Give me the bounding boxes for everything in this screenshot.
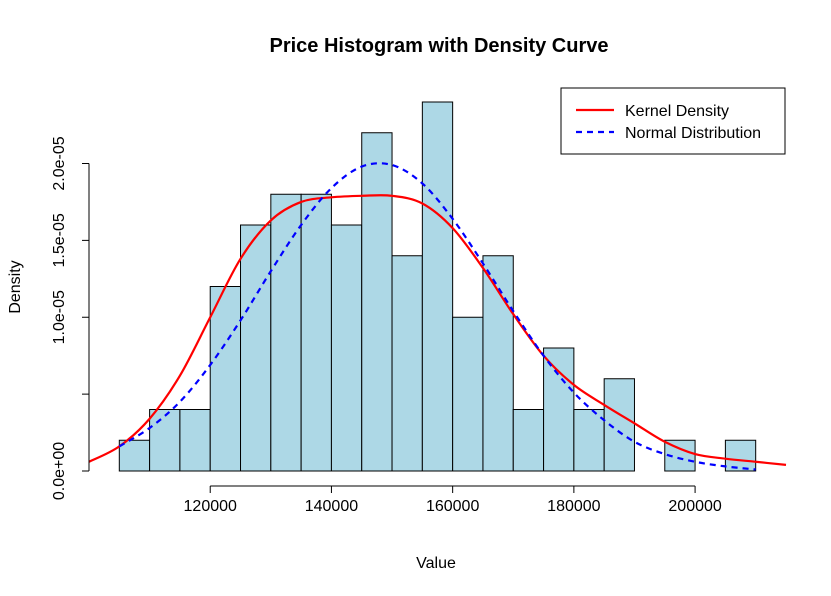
y-tick-label: 1.5e-05	[51, 213, 68, 267]
histogram-bar-2	[149, 409, 181, 472]
series-line-kernel-density	[88, 194, 787, 466]
histogram-bar-5	[240, 224, 272, 472]
x-axis-label: Value	[416, 555, 456, 572]
histogram-bar-13	[482, 255, 514, 472]
histogram-bar-7	[300, 193, 332, 472]
histogram-bars	[118, 101, 757, 472]
series-line-normal-distribution	[118, 162, 756, 471]
legend: Kernel Density Normal Distribution	[560, 87, 786, 155]
y-tick-label: 1.0e-05	[51, 290, 68, 344]
x-tick-label: 140000	[305, 498, 358, 515]
histogram-bar-11	[421, 101, 454, 472]
y-tick-label: 2.0e-05	[51, 136, 68, 190]
y-axis: 0.0e+00 1.0e-05 1.5e-05 2.0e-05	[51, 136, 90, 500]
y-axis-label: Density	[7, 260, 24, 313]
histogram-bar-8	[330, 224, 363, 472]
legend-box	[560, 87, 786, 155]
histogram-bar-6	[270, 193, 302, 472]
x-tick-label: 200000	[668, 498, 721, 515]
histogram-bar-14	[512, 409, 545, 472]
chart-title: Price Histogram with Density Curve	[270, 35, 609, 57]
legend-label-normal-distribution: Normal Distribution	[625, 125, 761, 142]
density-curves	[88, 162, 787, 471]
x-tick-label: 180000	[547, 498, 600, 515]
histogram-bar-9	[361, 132, 393, 472]
histogram-bar-15	[543, 347, 575, 472]
legend-label-kernel-density: Kernel Density	[625, 103, 729, 120]
x-tick-label: 120000	[184, 498, 237, 515]
histogram-bar-1	[118, 439, 151, 472]
histogram-bar-12	[452, 316, 484, 472]
histogram-bar-4	[209, 286, 242, 472]
histogram-bar-3	[179, 409, 211, 472]
x-tick-label: 160000	[426, 498, 479, 515]
x-axis: 120000 140000 160000 180000 200000	[184, 485, 722, 515]
histogram-bar-21	[724, 439, 757, 472]
y-tick-label: 0.0e+00	[51, 442, 68, 500]
histogram-bar-16	[573, 409, 605, 472]
histogram-bar-10	[391, 255, 423, 472]
